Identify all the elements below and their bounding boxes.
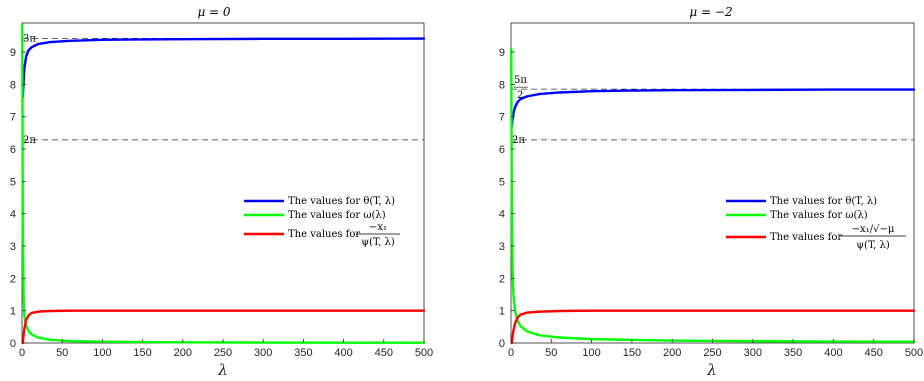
right-y-tick-label: 0: [499, 338, 505, 350]
right-y-ticks: 0 1 2 3 4 5 6 7 8 9: [499, 47, 515, 350]
left-y-tick-label: 1: [10, 306, 16, 318]
left-y-tick-label: 3: [10, 241, 16, 253]
right-reference-lines: 5π 2 2π: [511, 75, 914, 146]
left-y-tick-label: 6: [10, 144, 16, 156]
right-x-tick-label: 150: [623, 347, 641, 359]
right-y-tick-label: 7: [499, 112, 505, 124]
left-x-tick-label: 450: [375, 347, 393, 359]
right-reference-label: 2π: [512, 135, 525, 146]
right-chart-title: μ = −2: [689, 5, 732, 19]
left-y-tick-label: 7: [10, 112, 16, 124]
right-series-line-0: [510, 88, 916, 128]
left-reference-label: 2π: [23, 135, 36, 146]
left-legend-theta-label: The values for θ(T, λ): [288, 196, 395, 207]
left-legend-psi-numerator: −x₁: [369, 222, 387, 233]
left-y-tick-label: 4: [10, 209, 16, 221]
left-legend: The values for θ(T, λ) The values for ω(…: [244, 196, 400, 248]
right-legend-psi-denominator: ψ(T, λ): [856, 240, 890, 251]
left-x-axis-label: λ: [217, 361, 228, 379]
right-legend-theta-label: The values for θ(T, λ): [770, 196, 877, 207]
left-x-tick-label: 400: [334, 347, 352, 359]
right-x-tick-label: 500: [905, 347, 923, 359]
right-x-tick-label: 0: [508, 347, 514, 359]
left-x-tick-label: 300: [254, 347, 272, 359]
left-legend-psi-denominator: ψ(T, λ): [361, 237, 395, 248]
right-x-tick-label: 250: [703, 347, 721, 359]
right-legend-psi-numerator: −x₁/√−μ: [852, 224, 895, 235]
right-x-ticks: 0 50 100 150 200 250 300 350 400 450 500: [508, 339, 923, 359]
left-chart-title: μ = 0: [197, 5, 230, 19]
left-x-ticks: 0 50 100 150 200 250 300 350 400 450 500: [19, 339, 433, 359]
right-y-tick-label: 3: [499, 241, 505, 253]
right-legend-psi-label-prefix: The values for: [770, 232, 842, 243]
right-y-tick-label: 5: [499, 176, 505, 188]
left-series-line-1: [21, 23, 426, 344]
left-reference-lines: 3π 2π: [22, 33, 424, 146]
left-x-tick-label: 500: [415, 347, 433, 359]
right-y-tick-label: 9: [499, 47, 505, 59]
left-x-tick-label: 250: [214, 347, 232, 359]
right-x-tick-label: 100: [582, 347, 600, 359]
right-y-tick-label: 2: [499, 273, 505, 285]
right-x-tick-label: 300: [744, 347, 762, 359]
left-x-tick-label: 150: [133, 347, 151, 359]
right-legend: The values for θ(T, λ) The values for ω(…: [726, 196, 906, 251]
left-x-tick-label: 0: [19, 347, 25, 359]
left-series-line-0: [21, 37, 426, 99]
right-reference-label-numerator: 5π: [514, 75, 527, 86]
left-y-tick-label: 0: [10, 338, 16, 350]
right-legend-omega-label: The values for ω(λ): [770, 210, 868, 221]
right-x-tick-label: 450: [865, 347, 883, 359]
left-x-tick-label: 350: [294, 347, 312, 359]
left-x-tick-label: 50: [56, 347, 68, 359]
right-y-tick-label: 6: [499, 144, 505, 156]
left-series-layer: [21, 23, 426, 345]
left-reference-label: 3π: [23, 33, 36, 44]
right-series-line-2: [510, 309, 916, 345]
left-plot-frame: [21, 22, 425, 344]
right-plot-frame: [510, 22, 915, 344]
left-x-tick-label: 200: [174, 347, 192, 359]
left-y-tick-label: 9: [10, 47, 16, 59]
left-y-tick-label: 5: [10, 176, 16, 188]
left-y-ticks: 0 1 2 3 4 5 6 7 8 9: [10, 47, 26, 350]
right-y-tick-label: 4: [499, 209, 505, 221]
left-legend-omega-label: The values for ω(λ): [288, 210, 386, 221]
left-series-line-2: [21, 309, 426, 345]
right-y-tick-label: 1: [499, 306, 505, 318]
right-y-tick-label: 8: [499, 79, 505, 91]
left-legend-psi-label-prefix: The values for: [288, 229, 360, 240]
left-x-tick-label: 100: [93, 347, 111, 359]
right-x-tick-label: 350: [784, 347, 802, 359]
left-y-tick-label: 8: [10, 79, 16, 91]
right-x-tick-label: 50: [545, 347, 557, 359]
right-reference-label-denominator: 2: [517, 90, 523, 101]
left-y-tick-label: 2: [10, 273, 16, 285]
right-x-tick-label: 400: [824, 347, 842, 359]
right-x-tick-label: 200: [663, 347, 681, 359]
right-x-axis-label: λ: [706, 361, 717, 379]
